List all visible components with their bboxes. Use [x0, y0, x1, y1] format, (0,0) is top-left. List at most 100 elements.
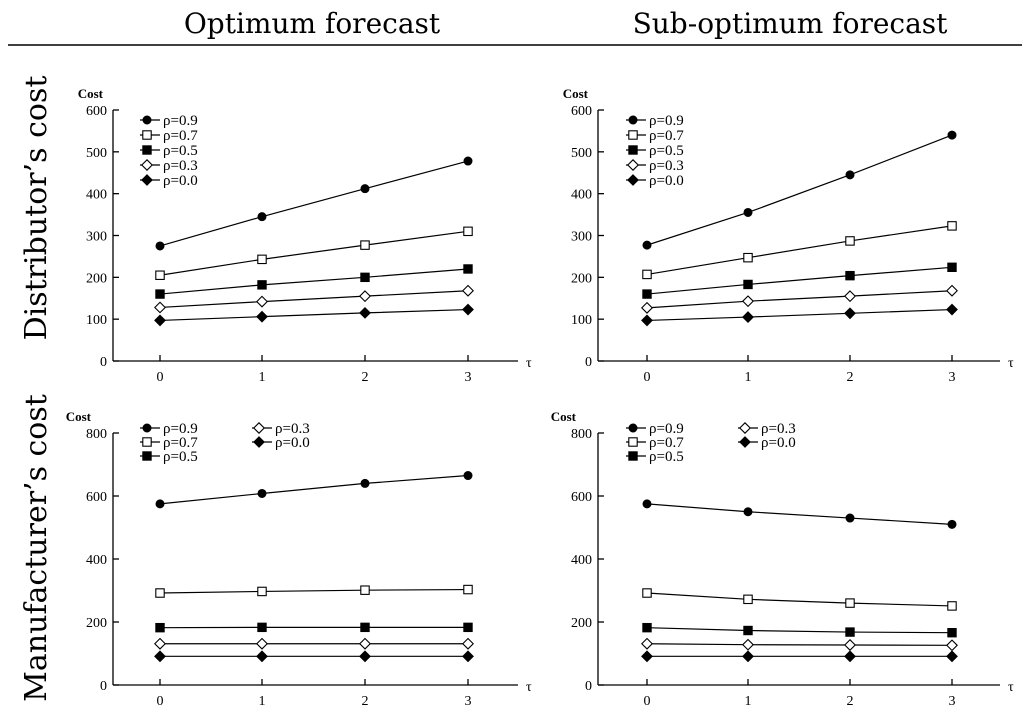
legend-entry: ρ=0.7 — [163, 435, 198, 451]
x-tick-label: 0 — [157, 370, 164, 385]
data-point — [642, 289, 652, 299]
data-point — [743, 625, 753, 636]
data-point — [742, 311, 754, 323]
data-point — [257, 488, 267, 498]
legend-marker — [142, 115, 152, 125]
legend-marker — [142, 130, 152, 140]
series-line-3 — [646, 290, 953, 309]
data-point — [462, 637, 474, 650]
legend-entry: ρ=0.0 — [163, 173, 198, 189]
series-line-2 — [159, 268, 469, 295]
data-point — [844, 639, 856, 651]
legend-marker — [142, 437, 152, 447]
data-point — [742, 295, 754, 308]
legend-entry: ρ=0.0 — [275, 435, 310, 451]
data-point — [463, 584, 473, 595]
data-point — [257, 586, 267, 597]
data-point — [257, 280, 267, 290]
data-point — [462, 284, 474, 297]
y-tick-label: 300 — [571, 230, 592, 245]
legend: ρ=0.9ρ=0.7ρ=0.5ρ=0.3ρ=0.0 — [626, 113, 684, 189]
series-line-1 — [159, 588, 469, 594]
y-tick-label: 800 — [571, 427, 592, 442]
data-point — [257, 254, 267, 265]
column-title-optimum: Optimum forecast — [184, 7, 441, 40]
legend-marker — [739, 422, 751, 434]
data-point — [845, 270, 855, 281]
series-line-0 — [159, 160, 469, 247]
data-point — [947, 130, 957, 140]
x-tick-label: 2 — [847, 370, 854, 385]
x-tick-label: 3 — [465, 370, 472, 385]
data-point — [743, 279, 753, 290]
x-tick-label: 3 — [949, 370, 956, 385]
legend-marker — [627, 174, 639, 186]
data-point — [641, 301, 653, 314]
data-point — [256, 295, 268, 308]
legend-entry: ρ=0.5 — [163, 143, 198, 159]
legend-entry: ρ=0.3 — [275, 421, 310, 437]
y-axis-label: Cost — [563, 86, 589, 101]
legend-marker — [628, 437, 638, 447]
data-point — [743, 207, 753, 217]
data-point — [155, 289, 165, 299]
legend-entry: ρ=0.0 — [649, 173, 684, 189]
data-point — [743, 507, 753, 517]
data-point — [360, 478, 370, 488]
data-point — [947, 221, 957, 231]
data-point — [641, 314, 653, 327]
data-point — [154, 301, 166, 314]
series-line-1 — [646, 225, 953, 275]
series-line-0 — [646, 503, 953, 525]
data-point — [845, 598, 855, 608]
data-point — [844, 307, 856, 320]
series-line-2 — [646, 627, 953, 634]
legend-entry: ρ=0.3 — [649, 158, 684, 174]
legend-entry: ρ=0.5 — [649, 449, 684, 465]
y-tick-label: 500 — [571, 146, 592, 161]
x-axis-label: τ — [1008, 680, 1014, 695]
data-point — [845, 627, 855, 637]
x-tick-label: 2 — [847, 694, 854, 709]
data-point — [257, 212, 267, 222]
data-point — [743, 594, 753, 605]
x-tick-label: 0 — [644, 370, 651, 385]
data-point — [463, 226, 473, 237]
legend-marker — [141, 159, 153, 171]
x-tick-label: 1 — [259, 370, 266, 385]
legend-marker — [628, 130, 638, 140]
data-point — [360, 240, 370, 250]
data-point — [463, 264, 473, 274]
x-tick-label: 2 — [362, 370, 369, 385]
data-point — [360, 272, 370, 283]
data-point — [155, 588, 165, 598]
series-line-4 — [646, 308, 953, 322]
y-tick-label: 0 — [100, 355, 107, 370]
data-point — [641, 650, 653, 663]
legend-entry: ρ=0.9 — [649, 113, 684, 129]
legend: ρ=0.9ρ=0.7ρ=0.5ρ=0.3ρ=0.0 — [140, 421, 310, 465]
data-point — [742, 650, 754, 663]
data-point — [642, 240, 652, 250]
legend-entry: ρ=0.0 — [761, 435, 796, 451]
series-line-2 — [646, 266, 953, 295]
x-tick-label: 3 — [465, 694, 472, 709]
legend-marker — [141, 174, 153, 186]
data-point — [155, 622, 165, 633]
data-point — [256, 637, 268, 650]
y-tick-label: 200 — [571, 616, 592, 631]
data-point — [642, 588, 652, 598]
data-point — [947, 519, 957, 529]
x-axis-label: τ — [526, 680, 532, 695]
data-point — [463, 156, 473, 166]
legend-entry: ρ=0.9 — [649, 421, 684, 437]
data-point — [359, 306, 371, 319]
data-point — [155, 241, 165, 251]
data-point — [360, 184, 370, 194]
data-point — [155, 270, 165, 280]
data-point — [463, 471, 473, 481]
y-tick-label: 400 — [571, 188, 592, 203]
